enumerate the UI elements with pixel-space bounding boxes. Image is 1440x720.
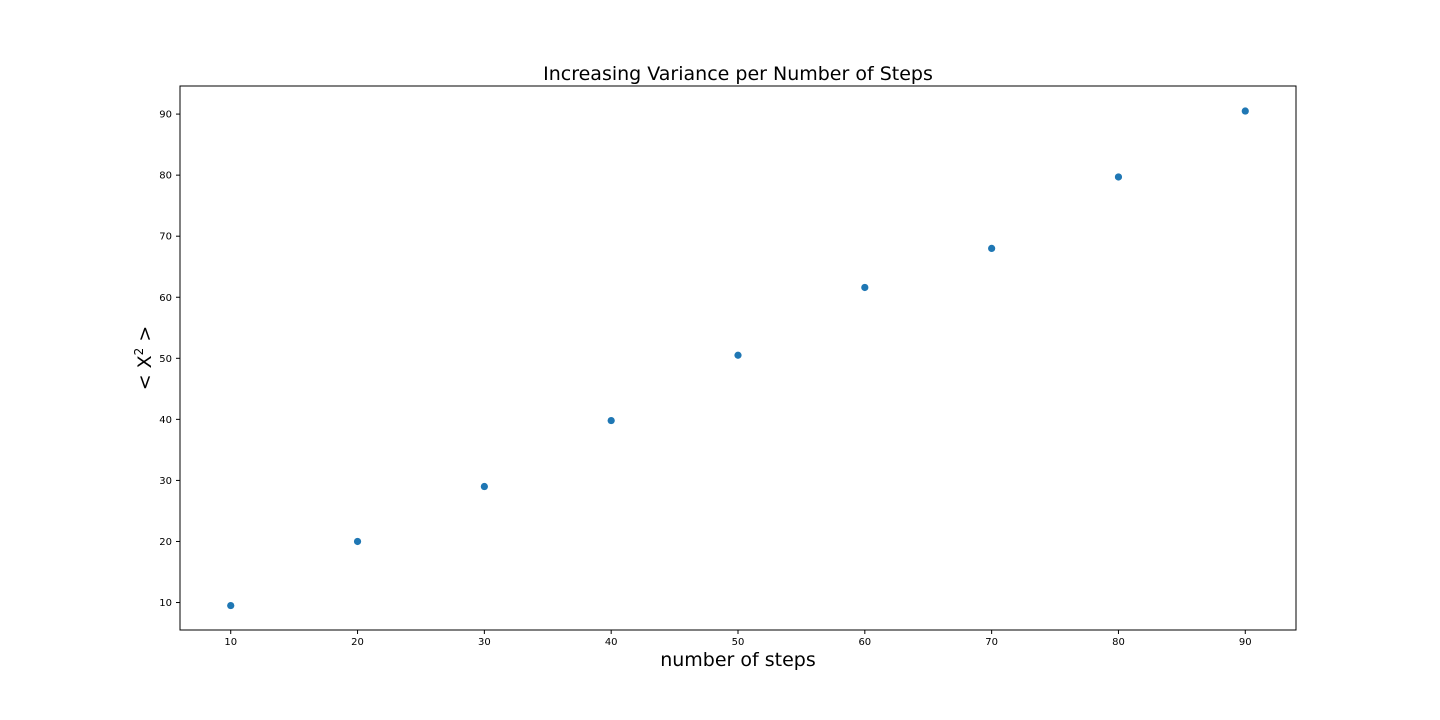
data-point <box>861 283 869 292</box>
x-tick-label: 60 <box>858 637 871 648</box>
y-tick-label: 30 <box>159 476 172 487</box>
data-point <box>607 416 615 425</box>
y-tick-label: 50 <box>159 354 172 365</box>
y-axis-label: < X2 > <box>132 326 156 391</box>
x-tick-label: 90 <box>1239 637 1252 648</box>
x-axis-label: number of steps <box>660 649 816 671</box>
x-tick-label: 70 <box>985 637 998 648</box>
y-tick-label: 90 <box>159 110 172 121</box>
data-point <box>1241 107 1249 115</box>
y-tick-label: 60 <box>159 293 172 304</box>
data-point <box>1114 173 1123 181</box>
y-axis-label-base: < X <box>134 355 156 390</box>
data-point <box>480 482 488 491</box>
y-tick-label: 20 <box>159 537 172 548</box>
x-tick-label: 30 <box>478 637 491 648</box>
data-points <box>227 107 1249 610</box>
x-tick-label: 50 <box>732 637 745 648</box>
data-point <box>353 537 362 546</box>
x-tick-label: 20 <box>351 637 364 648</box>
y-tick-label: 70 <box>159 232 172 243</box>
y-axis: 10 20 30 40 50 60 70 80 90 <box>159 110 180 609</box>
y-tick-label: 80 <box>159 171 172 182</box>
y-tick-label: 10 <box>159 598 172 609</box>
data-point <box>734 351 742 359</box>
x-tick-label: 80 <box>1112 637 1125 648</box>
x-tick-label: 10 <box>224 637 237 648</box>
data-point <box>227 601 235 610</box>
y-axis-label-superscript: 2 <box>132 348 146 356</box>
chart-title: Increasing Variance per Number of Steps <box>543 63 933 85</box>
y-tick-label: 40 <box>159 415 172 426</box>
x-axis: 10 20 30 40 50 60 70 80 90 <box>224 630 1252 648</box>
data-point <box>988 244 996 253</box>
x-tick-label: 40 <box>605 637 618 648</box>
y-axis-label-end: > <box>134 326 156 348</box>
